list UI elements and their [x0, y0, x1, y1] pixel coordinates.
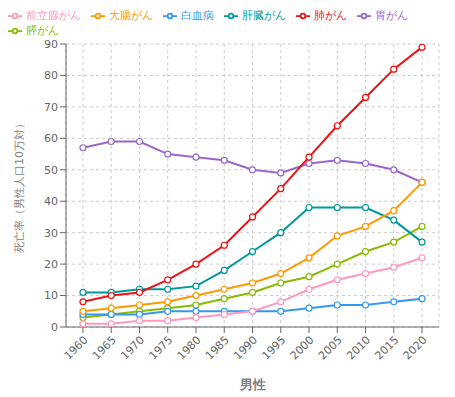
svg-text:50: 50 [44, 164, 58, 177]
svg-text:2020: 2020 [401, 333, 430, 362]
html-text:胃がん: 胃がん [375, 9, 408, 22]
svg-text:1995: 1995 [259, 333, 288, 362]
svg-text:20: 20 [44, 258, 58, 271]
svg-text:2015: 2015 [372, 333, 401, 362]
svg-text:70: 70 [44, 101, 58, 114]
svg-text:1990: 1990 [231, 333, 260, 362]
html-text:白血病: 白血病 [181, 9, 214, 22]
svg-text:40: 40 [44, 195, 58, 208]
html-text:肝臓がん: 肝臓がん [242, 9, 286, 22]
html-text:膵がん: 膵がん [26, 24, 59, 37]
svg-text:1960: 1960 [62, 333, 91, 362]
svg-text:2010: 2010 [344, 333, 373, 362]
svg-text:2000: 2000 [288, 333, 317, 362]
svg-text:60: 60 [44, 132, 58, 145]
html-text:肺がん: 肺がん [314, 9, 347, 22]
svg-text:1985: 1985 [203, 333, 232, 362]
svg-text:90: 90 [44, 38, 58, 51]
svg-text:80: 80 [44, 69, 58, 82]
svg-text:10: 10 [44, 289, 58, 302]
svg-text:30: 30 [44, 227, 58, 240]
svg-text:男性: 男性 [239, 377, 266, 392]
svg-text:死亡率（男性人口10万対）: 死亡率（男性人口10万対） [13, 118, 26, 253]
svg-text:1975: 1975 [146, 333, 175, 362]
html-text:前立腺がん: 前立腺がん [26, 9, 81, 22]
svg-text:1970: 1970 [118, 333, 147, 362]
svg-text:1980: 1980 [175, 333, 204, 362]
svg-text:2005: 2005 [316, 333, 345, 362]
svg-text:0: 0 [51, 321, 58, 334]
html-text:大腸がん: 大腸がん [109, 9, 153, 22]
svg-text:1965: 1965 [90, 333, 119, 362]
